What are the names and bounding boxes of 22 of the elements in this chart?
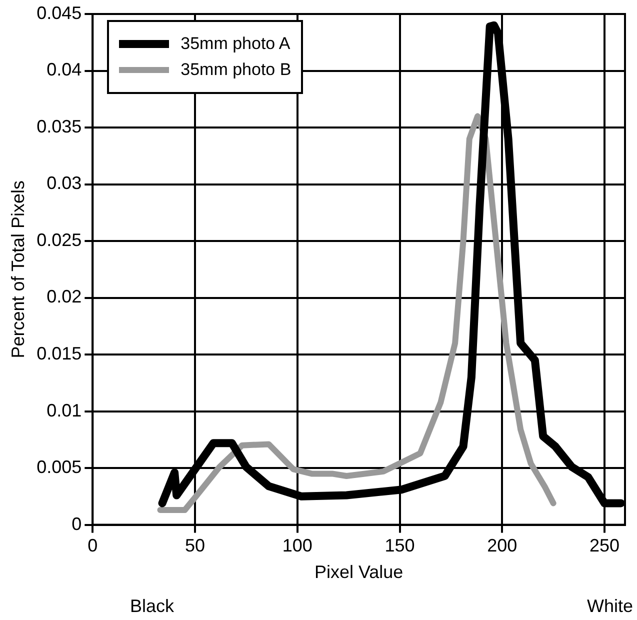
y-tick-label: 0.035 (36, 116, 82, 136)
y-tick-label: 0.045 (36, 2, 82, 23)
y-tick-label: 0.005 (36, 457, 82, 478)
x-axis-title: Pixel Value (314, 562, 404, 582)
y-tick-label: 0.01 (46, 400, 82, 420)
x-tick-label: 250 (590, 536, 620, 556)
x-tick-label: 100 (282, 536, 312, 556)
y-tick-label: 0.02 (46, 286, 82, 307)
y-tick-label: 0.025 (36, 230, 82, 250)
text: White (586, 596, 633, 616)
legend-label: 35mm photo A (180, 34, 290, 54)
y-tick-label: 0.03 (46, 173, 82, 194)
x-tick-label: 50 (185, 536, 206, 556)
x-tick-label: 0 (88, 536, 98, 556)
text: Black (130, 596, 176, 616)
y-tick-label: 0.04 (46, 60, 82, 80)
y-tick-label: 0.015 (36, 344, 82, 364)
legend-label: 35mm photo B (180, 60, 292, 80)
x-tick-label: 200 (487, 536, 518, 556)
x-tick-label: 150 (384, 536, 415, 556)
y-axis-title: Percent of Total Pixels (8, 180, 28, 358)
y-tick-label: 0 (72, 514, 82, 534)
